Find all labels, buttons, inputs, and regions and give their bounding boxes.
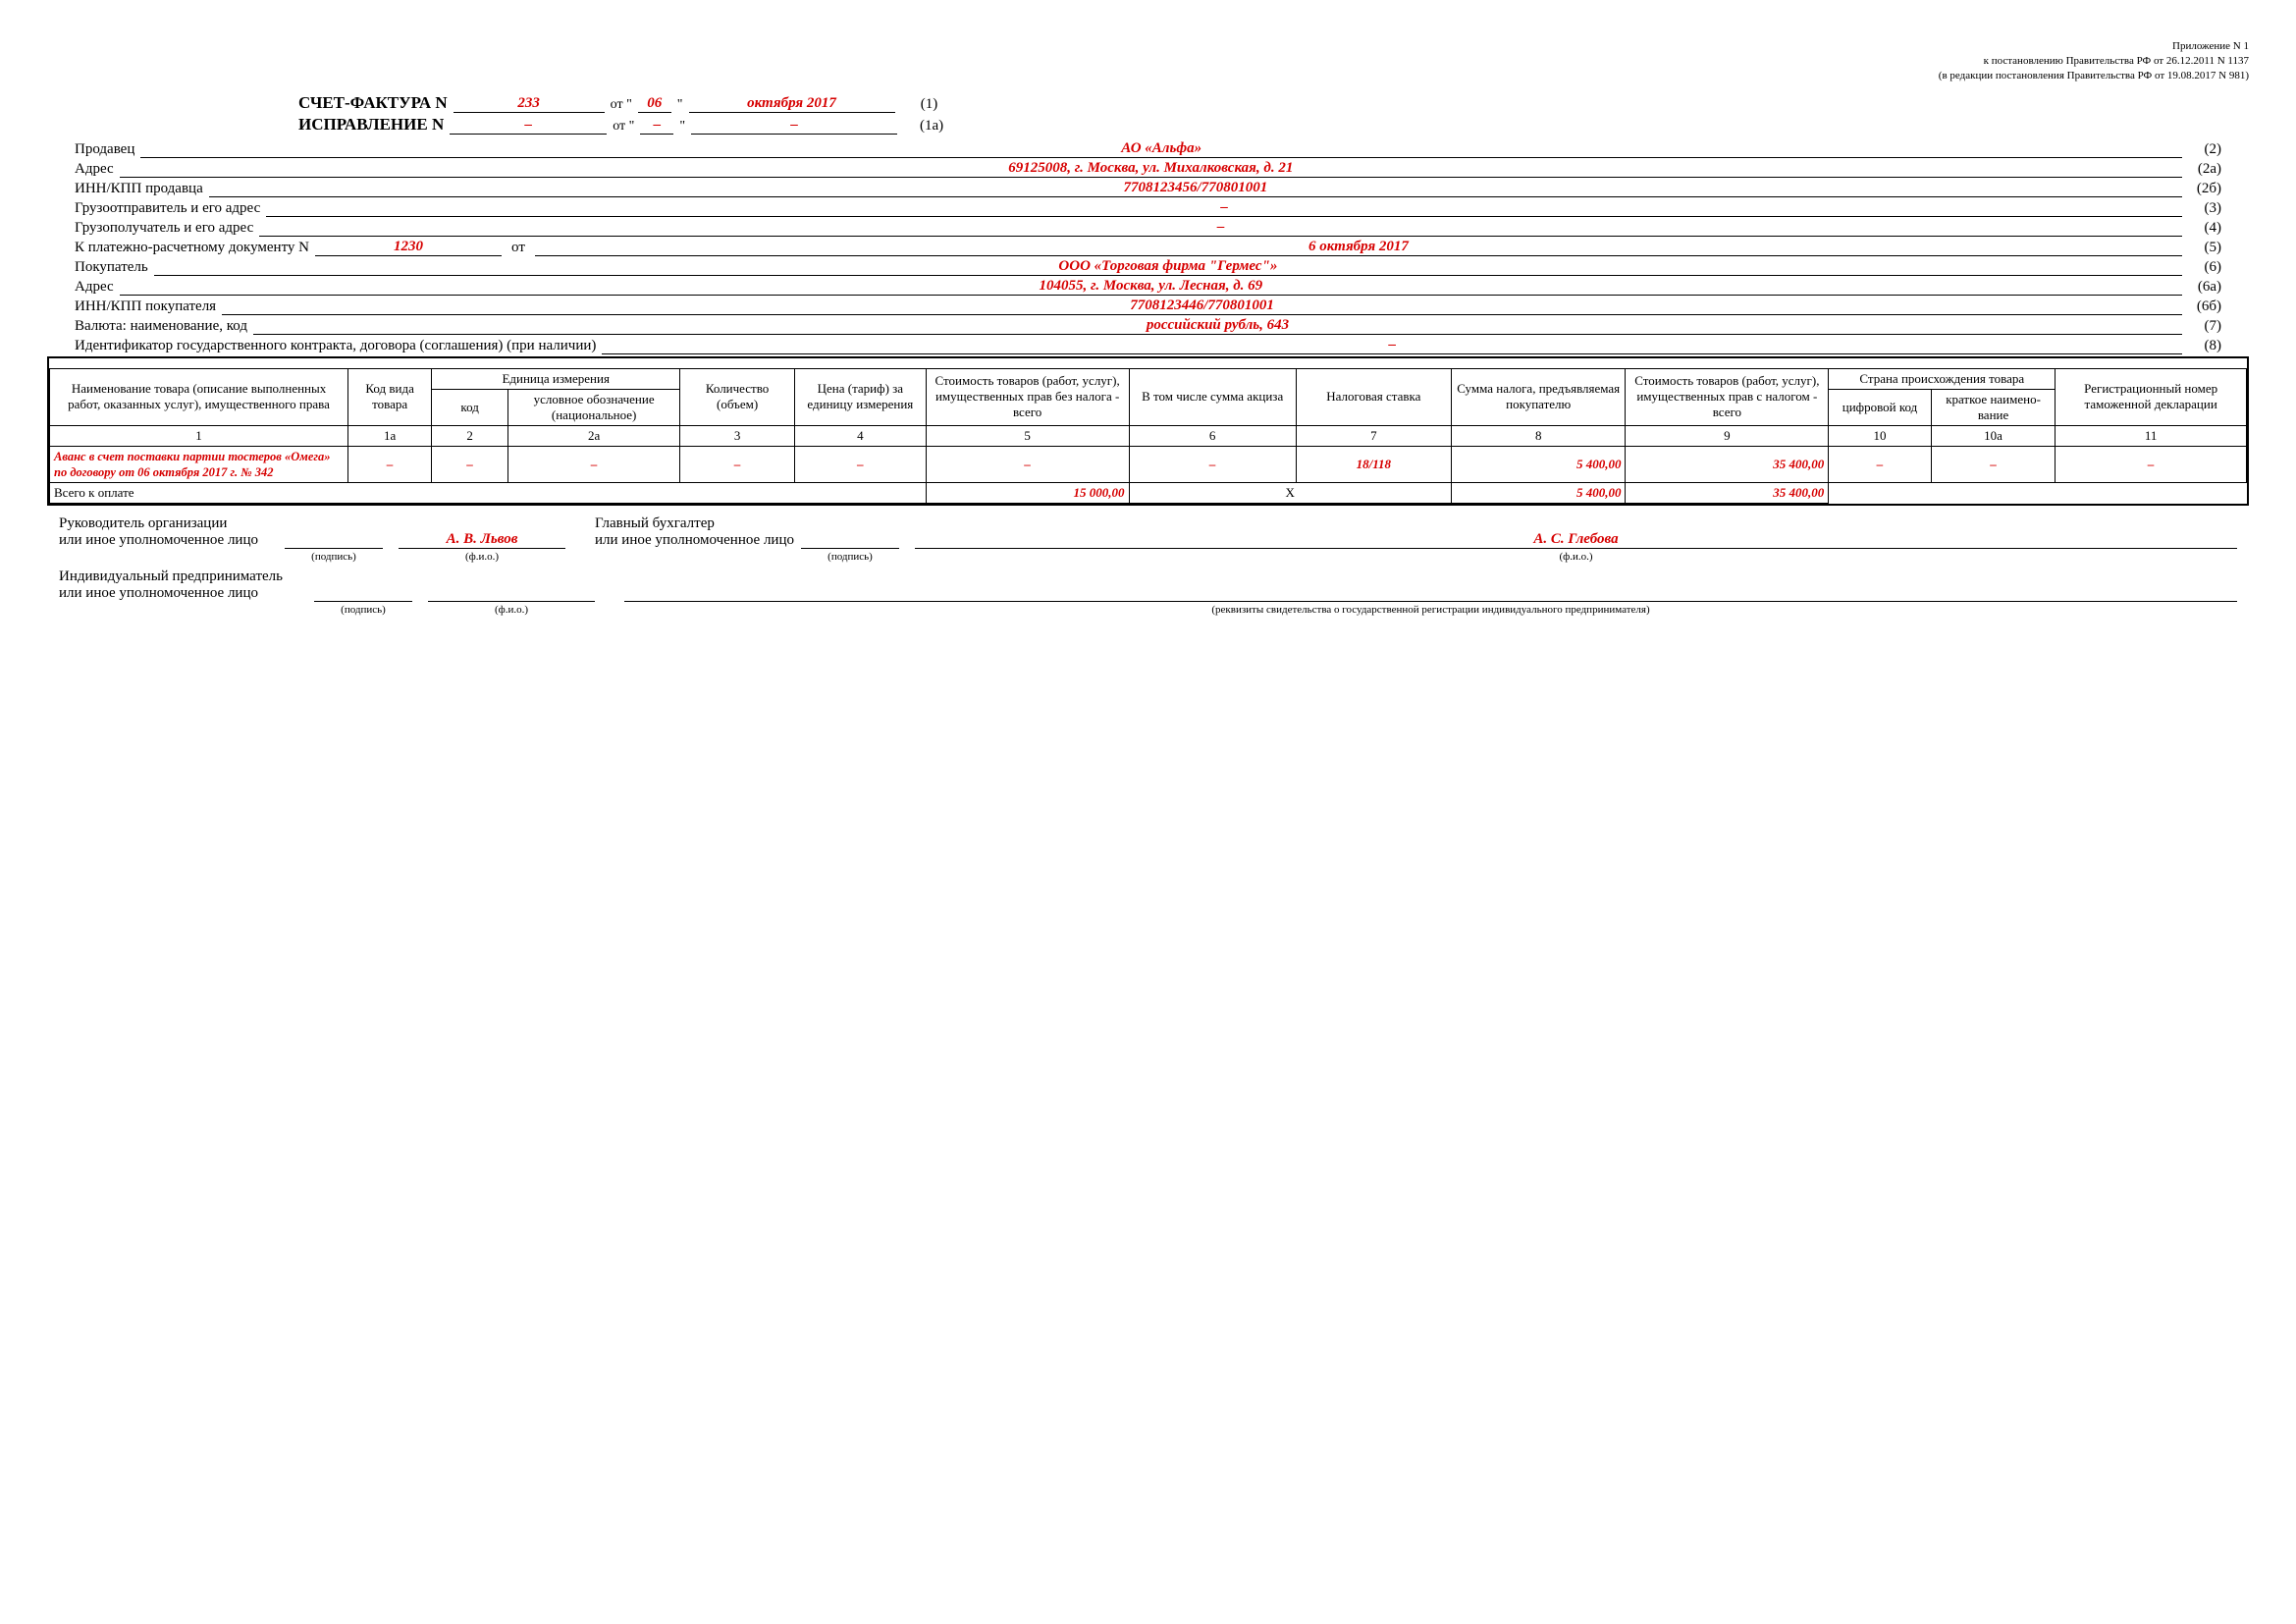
seller-code: (2)	[2182, 141, 2221, 158]
consignee-code: (4)	[2182, 220, 2221, 237]
addr-value: 69125008, г. Москва, ул. Михалковская, д…	[1008, 160, 1293, 176]
currency-code: (7)	[2182, 318, 2221, 335]
payment-num: 1230	[394, 239, 423, 254]
correction-label: ИСПРАВЛЕНИЕ N	[298, 115, 450, 135]
consignee-label: Грузополучатель и его адрес	[75, 220, 259, 237]
row-total: 35 400,00	[1773, 457, 1824, 471]
payment-date: 6 октября 2017	[1308, 239, 1409, 254]
contract-label: Идентификатор государственного контракта…	[75, 338, 602, 354]
total-c8: 5 400,00	[1576, 485, 1622, 500]
th-c1: Наименование товара (описание выполненны…	[50, 368, 348, 425]
total-label: Всего к оплате	[50, 482, 927, 503]
inn-buyer-value: 7708123446/770801001	[1130, 298, 1274, 313]
payment-ot: от	[502, 240, 535, 256]
head-signature	[285, 531, 383, 549]
th-c3: Коли­чество (объем)	[680, 368, 795, 425]
head-label1: Руководитель организации	[59, 515, 285, 532]
addr-label: Адрес	[75, 161, 120, 178]
ip-req-cap: (реквизиты свидетельства о государственн…	[624, 604, 2237, 616]
corr-day: –	[654, 117, 662, 133]
th-c9: Стоимость товаров (работ, услуг), имущес…	[1626, 368, 1829, 425]
consignee-value: –	[1217, 219, 1225, 235]
hdr-line1: Приложение N 1	[47, 39, 2249, 54]
invoice-table: Наименование товара (описание выполненны…	[49, 368, 2247, 504]
contract-code: (8)	[2182, 338, 2221, 354]
column-number-row: 1 1а 2 2а 3 4 5 6 7 8 9 10 10а 11	[50, 425, 2247, 446]
total-x: Х	[1129, 482, 1451, 503]
ip-signature	[314, 584, 412, 602]
consignor-label: Грузоотправитель и его адрес	[75, 200, 266, 217]
contract-value: –	[1388, 337, 1396, 352]
hdr-line3: (в редакции постановления Правительства …	[47, 69, 2249, 83]
th-country: Страна проис­хождения товара	[1829, 368, 2056, 389]
th-c2a: условное обозначение (нацио­наль­ное)	[508, 389, 680, 425]
hdr-line2: к постановлению Правительства РФ от 26.1…	[47, 54, 2249, 69]
head-fio: А. В. Львов	[447, 531, 518, 547]
total-row: Всего к оплате 15 000,00 Х 5 400,00 35 4…	[50, 482, 2247, 503]
inn-seller-value: 7708123456/770801001	[1124, 180, 1268, 195]
payment-code: (5)	[2182, 240, 2221, 256]
invoice-table-wrapper: Наименование товара (описание выполненны…	[47, 356, 2249, 506]
inn-buyer-code: (6б)	[2182, 298, 2221, 315]
acc-label2: или иное уполномоченное лицо	[595, 532, 801, 549]
th-c8: Сумма налога, предъяв­ляемая покупателю	[1451, 368, 1626, 425]
seller-label: Продавец	[75, 141, 140, 158]
th-c6: В том числе сумма акциза	[1129, 368, 1296, 425]
th-c10a: краткое наимено­вание	[1931, 389, 2056, 425]
table-row: Аванс в счет поставки партии тостеров «О…	[50, 446, 2247, 482]
buyer-value: ООО «Торговая фирма "Гермес"»	[1058, 258, 1277, 274]
invoice-day: 06	[647, 95, 662, 111]
acc-fio: А. С. Глебова	[1533, 531, 1618, 547]
th-c2: код	[432, 389, 508, 425]
total-c5: 15 000,00	[1074, 485, 1125, 500]
inn-buyer-label: ИНН/КПП покупателя	[75, 298, 222, 315]
th-c7: Налоговая ставка	[1296, 368, 1451, 425]
code-1: (1)	[895, 96, 954, 113]
acc-label1: Главный бухгалтер	[595, 515, 801, 532]
ip-label2: или иное уполномоченное лицо	[59, 585, 314, 602]
currency-label: Валюта: наименование, код	[75, 318, 253, 335]
corr-month-year: –	[790, 117, 798, 133]
inn-seller-code: (2б)	[2182, 181, 2221, 197]
head-label2: или иное уполномоченное лицо	[59, 532, 285, 549]
signatures-block: Руководитель организации или иное уполно…	[47, 515, 2249, 616]
invoice-label: СЧЕТ-ФАКТУРА N	[298, 93, 454, 113]
corr-number: –	[524, 117, 532, 133]
seller-value: АО «Альфа»	[1121, 140, 1201, 156]
code-1a: (1а)	[897, 118, 956, 135]
ip-requisites	[624, 584, 2237, 602]
correction-title-row: ИСПРАВЛЕНИЕ N – от " – " – (1а)	[298, 115, 2249, 135]
payment-label: К платежно-расчетному документу N	[75, 240, 315, 256]
row-tax: 5 400,00	[1576, 457, 1622, 471]
invoice-title-row: СЧЕТ-ФАКТУРА N 233 от " 06 " октября 201…	[298, 93, 2249, 113]
buyer-label: Покупатель	[75, 259, 154, 276]
th-c1a: Код вида товара	[348, 368, 432, 425]
regulation-header: Приложение N 1 к постановлению Правитель…	[47, 39, 2249, 83]
baddr-value: 104055, г. Москва, ул. Лесная, д. 69	[1039, 278, 1262, 294]
ip-fio	[428, 584, 595, 602]
invoice-ot: от "	[605, 97, 638, 113]
th-c4: Цена (тариф) за единицу изме­рения	[794, 368, 926, 425]
invoice-month-year: октября 2017	[747, 95, 836, 111]
ip-label1: Индивидуальный предприниматель	[59, 568, 314, 585]
total-c9: 35 400,00	[1773, 485, 1824, 500]
row-desc: Аванс в счет поставки партии тостеров «О…	[54, 450, 331, 479]
th-c11: Регистра­ционный номер таможенной деклар…	[2056, 368, 2247, 425]
consignor-value: –	[1220, 199, 1228, 215]
baddr-label: Адрес	[75, 279, 120, 296]
th-unit: Единица измерения	[432, 368, 680, 389]
consignor-code: (3)	[2182, 200, 2221, 217]
inn-seller-label: ИНН/КПП продавца	[75, 181, 209, 197]
addr-code: (2а)	[2182, 161, 2221, 178]
th-c10: циф­ровой код	[1829, 389, 1932, 425]
th-c5: Стоимость товаров (работ, услуг), имущес…	[926, 368, 1129, 425]
currency-value: российский рубль, 643	[1147, 317, 1289, 333]
buyer-code: (6)	[2182, 259, 2221, 276]
invoice-number: 233	[517, 95, 540, 111]
info-section: Продавец АО «Альфа» (2) Адрес 69125008, г. …	[47, 140, 2249, 354]
acc-signature	[801, 531, 899, 549]
row-rate: 18/118	[1357, 457, 1391, 471]
baddr-code: (6а)	[2182, 279, 2221, 296]
